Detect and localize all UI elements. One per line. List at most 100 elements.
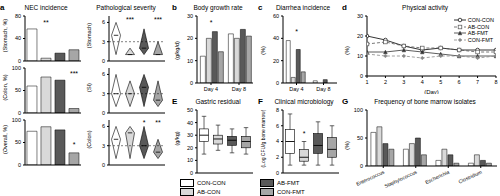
svg-text:2: 2 [276, 154, 279, 160]
html-text:Clinical microbiology: Clinical microbiology [274, 97, 334, 105]
html-text:Pathological severity: Pathological severity [96, 3, 156, 11]
svg-text:6: 6 [102, 123, 105, 129]
svg-text:Staphylococcus: Staphylococcus [383, 168, 418, 188]
html-text:(Colon): (Colon) [85, 130, 91, 148]
svg-text:0: 0 [18, 58, 21, 64]
html-text:(g/kg/d): (g/kg/d) [173, 40, 179, 60]
svg-text:0: 0 [276, 170, 279, 176]
html-text:CON-FMT: CON-FMT [277, 188, 305, 195]
html-text:(Stomach): (Stomach) [85, 22, 91, 48]
svg-text:3: 3 [102, 91, 105, 97]
svg-text:30: 30 [187, 132, 193, 138]
html-text:c: c [258, 2, 263, 12]
svg-text:50: 50 [15, 87, 21, 93]
svg-text:1: 1 [365, 79, 368, 85]
svg-text:20: 20 [273, 58, 279, 64]
svg-text:6: 6 [276, 123, 279, 129]
html-text:AB-FMT: AB-FMT [467, 30, 489, 36]
svg-text:***: *** [154, 16, 162, 23]
svg-text:0: 0 [190, 170, 193, 176]
svg-text:4: 4 [421, 79, 424, 85]
svg-text:3: 3 [102, 143, 105, 149]
svg-text:*: * [73, 141, 76, 148]
html-text:G: G [342, 96, 349, 106]
html-text:Gastric residual: Gastric residual [195, 97, 241, 105]
svg-text:3: 3 [402, 79, 405, 85]
svg-text:0: 0 [102, 162, 105, 168]
svg-text:4: 4 [276, 138, 279, 144]
svg-text:Day 4: Day 4 [204, 86, 218, 92]
svg-text:*: * [210, 19, 213, 26]
html-text:(Colon, %): (Colon, %) [1, 74, 7, 100]
html-text:CON-FMT: CON-FMT [467, 36, 494, 43]
html-text:(Log CFU/g bone marrow): (Log CFU/g bone marrow) [259, 109, 265, 167]
svg-text:10: 10 [187, 58, 193, 64]
svg-text:Enterococcus: Enterococcus [355, 168, 385, 186]
svg-text:100: 100 [12, 117, 21, 123]
svg-text:Escherichia: Escherichia [424, 169, 450, 185]
svg-text:6: 6 [102, 19, 105, 25]
svg-text:3: 3 [102, 39, 105, 45]
svg-text:8: 8 [276, 107, 279, 113]
html-text:AB-CON: AB-CON [467, 23, 490, 30]
html-text:(SI): (SI) [85, 82, 91, 92]
svg-text:20: 20 [187, 145, 193, 151]
svg-text:0: 0 [102, 58, 105, 64]
html-text:CON-CON: CON-CON [197, 179, 226, 186]
html-text:a: a [0, 2, 5, 12]
svg-text:0: 0 [102, 110, 105, 116]
html-text:AB-FMT: AB-FMT [277, 179, 300, 186]
html-text:Physical activity: Physical activity [402, 3, 448, 11]
svg-text:20: 20 [357, 33, 363, 39]
svg-text:(Day): (Day) [424, 89, 439, 94]
svg-text:0: 0 [276, 80, 279, 86]
svg-text:50: 50 [15, 139, 21, 145]
svg-text:2: 2 [384, 79, 387, 85]
svg-text:Clostridium: Clostridium [457, 169, 482, 185]
svg-text:40: 40 [273, 35, 279, 41]
svg-text:7: 7 [476, 79, 479, 85]
svg-text:100: 100 [354, 107, 363, 113]
svg-text:Day 8: Day 8 [232, 86, 246, 92]
svg-text:10: 10 [357, 53, 363, 59]
html-text:(g/kg): (g/kg) [173, 131, 179, 145]
html-text:NEC incidence: NEC incidence [24, 3, 68, 11]
svg-text:5: 5 [439, 79, 442, 85]
svg-text:6: 6 [102, 71, 105, 77]
svg-text:20: 20 [187, 35, 193, 41]
svg-text:40: 40 [187, 120, 193, 126]
svg-text:50: 50 [187, 107, 193, 113]
svg-text:0: 0 [360, 163, 363, 169]
html-text:(Stomach, %): (Stomach, %) [1, 18, 7, 52]
html-text:AB-CON: AB-CON [197, 188, 221, 195]
svg-text:100: 100 [12, 65, 21, 71]
svg-text:0: 0 [18, 162, 21, 168]
html-text:Frequency of bone marrow isola: Frequency of bone marrow isolates [374, 97, 476, 105]
html-text:(Overall, %): (Overall, %) [1, 124, 7, 154]
svg-text:Day 4: Day 4 [289, 86, 303, 92]
svg-text:0: 0 [360, 73, 363, 79]
svg-text:*: * [303, 130, 306, 137]
svg-text:**: ** [155, 119, 161, 126]
svg-text:60: 60 [273, 13, 279, 19]
svg-text:*: * [295, 28, 298, 35]
svg-text:***: *** [70, 70, 78, 77]
svg-text:40: 40 [15, 35, 21, 41]
svg-text:6: 6 [458, 79, 461, 85]
svg-text:80: 80 [15, 13, 21, 19]
svg-text:0: 0 [190, 80, 193, 86]
html-text:b: b [172, 2, 177, 12]
svg-text:10: 10 [187, 157, 193, 163]
svg-text:**: ** [43, 19, 49, 26]
html-text:E: E [172, 96, 178, 106]
svg-text:0: 0 [18, 110, 21, 116]
svg-text:***: *** [126, 16, 134, 23]
svg-text:*: * [143, 119, 146, 126]
svg-text:30: 30 [357, 13, 363, 19]
svg-text:Day 8: Day 8 [316, 86, 330, 92]
html-text:Body growth rate: Body growth rate [193, 3, 243, 11]
html-text:CON-CON: CON-CON [467, 17, 494, 23]
svg-text:30: 30 [187, 13, 193, 19]
html-text:Diarrhea incidence: Diarrhea incidence [275, 3, 331, 11]
svg-text:50: 50 [357, 135, 363, 141]
